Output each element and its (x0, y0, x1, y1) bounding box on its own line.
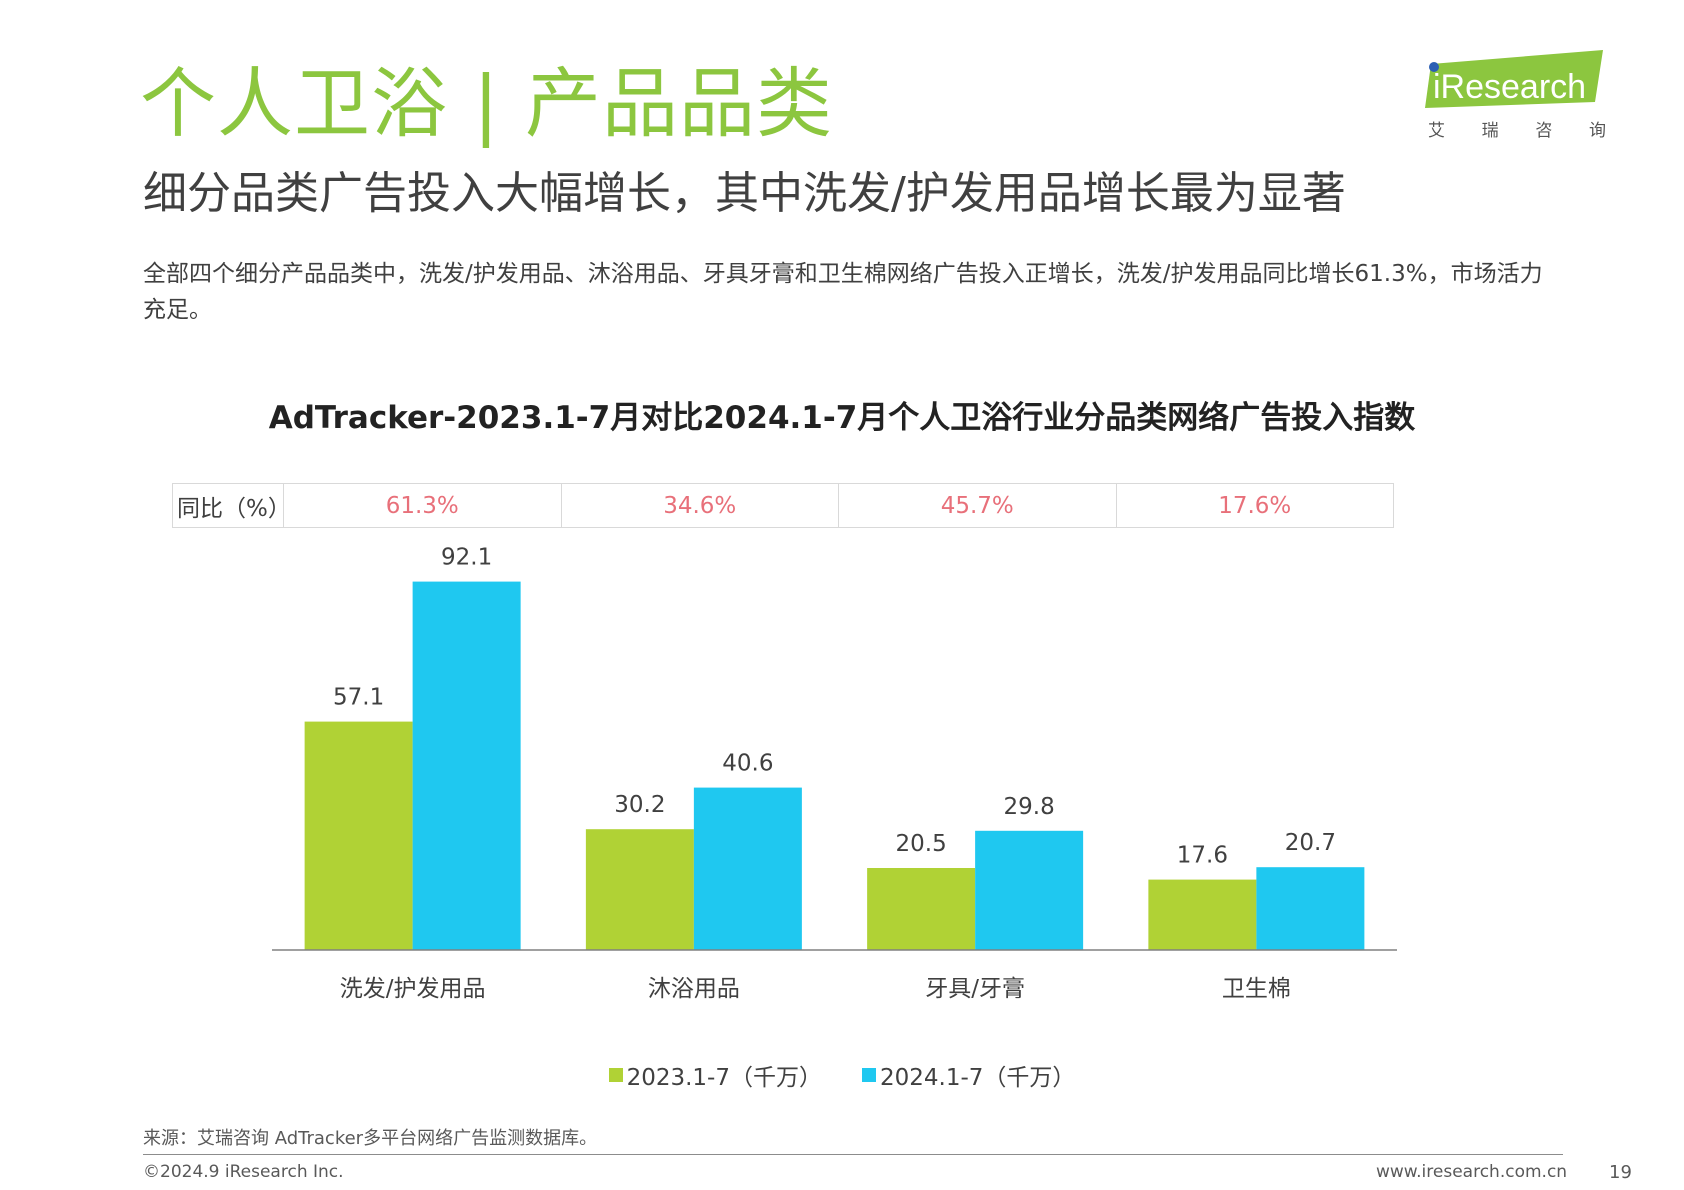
legend-item: 2023.1-7（千万） (608, 1058, 822, 1092)
title-separator: | (473, 59, 500, 148)
legend-label: 2024.1-7（千万） (880, 1065, 1076, 1091)
bar (304, 721, 413, 950)
bar (412, 581, 521, 950)
data-label: 30.2 (614, 792, 665, 818)
chart-legend: 2023.1-7（千万） 2024.1-7（千万） (0, 1058, 1684, 1092)
category-label: 洗发/护发用品 (340, 976, 486, 1002)
page-title-sub: 产品品类 (524, 59, 833, 148)
logo-char: 艾 (1428, 121, 1445, 141)
category-label: 牙具/牙膏 (925, 976, 1025, 1002)
copyright: ©2024.9 iResearch Inc. (143, 1162, 344, 1182)
data-label: 20.5 (896, 831, 947, 857)
bar (585, 829, 694, 950)
source-note: 来源：艾瑞咨询 AdTracker多平台网络广告监测数据库。 (143, 1128, 598, 1149)
yoy-table: 同比（%） 61.3% 34.6% 45.7% 17.6% (172, 483, 1394, 528)
legend-item: 2024.1-7（千万） (862, 1058, 1075, 1092)
data-label: 92.1 (441, 545, 492, 571)
page-title-main: 个人卫浴 (140, 59, 448, 148)
page-title: 个人卫浴 | 产品品类 (140, 60, 833, 147)
page-description: 全部四个细分产品品类中，洗发/护发用品、沐浴用品、牙具牙膏和卫生棉网络广告投入正… (143, 261, 1543, 323)
bar (867, 868, 976, 950)
chart-title: AdTracker-2023.1-7月对比2024.1-7月个人卫浴行业分品类网… (268, 400, 1416, 436)
yoy-label: 同比（%） (173, 484, 291, 527)
yoy-value: 34.6% (562, 484, 839, 527)
yoy-value: 61.3% (284, 484, 562, 527)
yoy-value: 45.7% (839, 484, 1117, 527)
page-number: 19 (1609, 1162, 1632, 1183)
legend-swatch (608, 1068, 623, 1082)
logo-banner (1425, 50, 1603, 108)
logo-text: iResearch (1433, 68, 1586, 106)
bar (1148, 879, 1257, 950)
legend-swatch (862, 1068, 876, 1082)
bar (1256, 867, 1365, 950)
page-subtitle: 细分品类广告投入大幅增长，其中洗发/护发用品增长最为显著 (143, 168, 1346, 219)
data-label: 57.1 (333, 685, 384, 711)
iresearch-logo: iResearch (1425, 50, 1603, 108)
category-label: 卫生棉 (1222, 976, 1291, 1002)
yoy-value: 17.6% (1218, 492, 1292, 519)
footer-divider (143, 1154, 1563, 1155)
data-label: 17.6 (1177, 843, 1228, 869)
logo-char: 瑞 (1481, 121, 1499, 141)
logo-char: 咨 (1535, 121, 1553, 141)
logo-dot (1429, 62, 1439, 72)
data-label: 20.7 (1285, 830, 1336, 856)
bar (693, 787, 802, 950)
logo-char: 询 (1588, 121, 1606, 141)
bar (975, 830, 1084, 950)
category-label: 沐浴用品 (648, 976, 740, 1002)
logo-chinese: 艾 瑞 咨 询 (1428, 116, 1606, 141)
legend-label: 2023.1-7（千万） (626, 1065, 822, 1091)
data-label: 40.6 (722, 751, 773, 777)
website-link[interactable]: www.iresearch.com.cn (1376, 1162, 1568, 1182)
data-label: 29.8 (1004, 794, 1055, 820)
